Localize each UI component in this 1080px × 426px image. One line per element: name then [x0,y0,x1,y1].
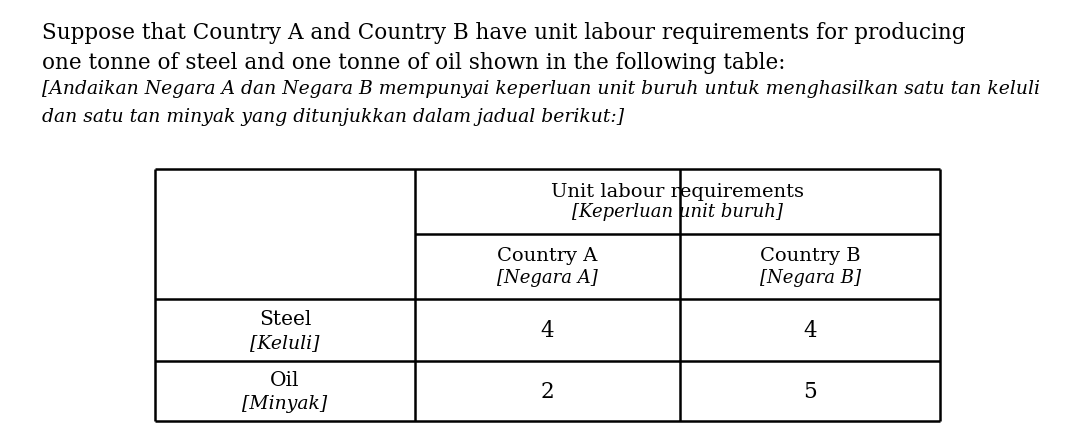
Text: one tonne of steel and one tonne of oil shown in the following table:: one tonne of steel and one tonne of oil … [42,52,785,74]
Text: [Keluli]: [Keluli] [251,333,320,351]
Text: Country A: Country A [497,247,597,265]
Text: [Keperluan unit buruh]: [Keperluan unit buruh] [572,203,783,221]
Text: Suppose that Country A and Country B have unit labour requirements for producing: Suppose that Country A and Country B hav… [42,22,966,44]
Text: Unit labour requirements: Unit labour requirements [551,183,804,201]
Text: [Andaikan Negara A dan Negara B mempunyai keperluan unit buruh untuk menghasilka: [Andaikan Negara A dan Negara B mempunya… [42,80,1040,98]
Text: 4: 4 [804,319,816,341]
Text: Steel: Steel [259,310,311,329]
Text: 2: 2 [541,380,554,402]
Text: [Minyak]: [Minyak] [242,394,327,412]
Text: 4: 4 [541,319,554,341]
Text: 5: 5 [804,380,816,402]
Text: [Negara B]: [Negara B] [759,269,861,287]
Text: dan satu tan minyak yang ditunjukkan dalam jadual berikut:]: dan satu tan minyak yang ditunjukkan dal… [42,108,624,126]
Text: [Negara A]: [Negara A] [497,269,598,287]
Text: Country B: Country B [759,247,861,265]
Text: Oil: Oil [270,371,300,390]
